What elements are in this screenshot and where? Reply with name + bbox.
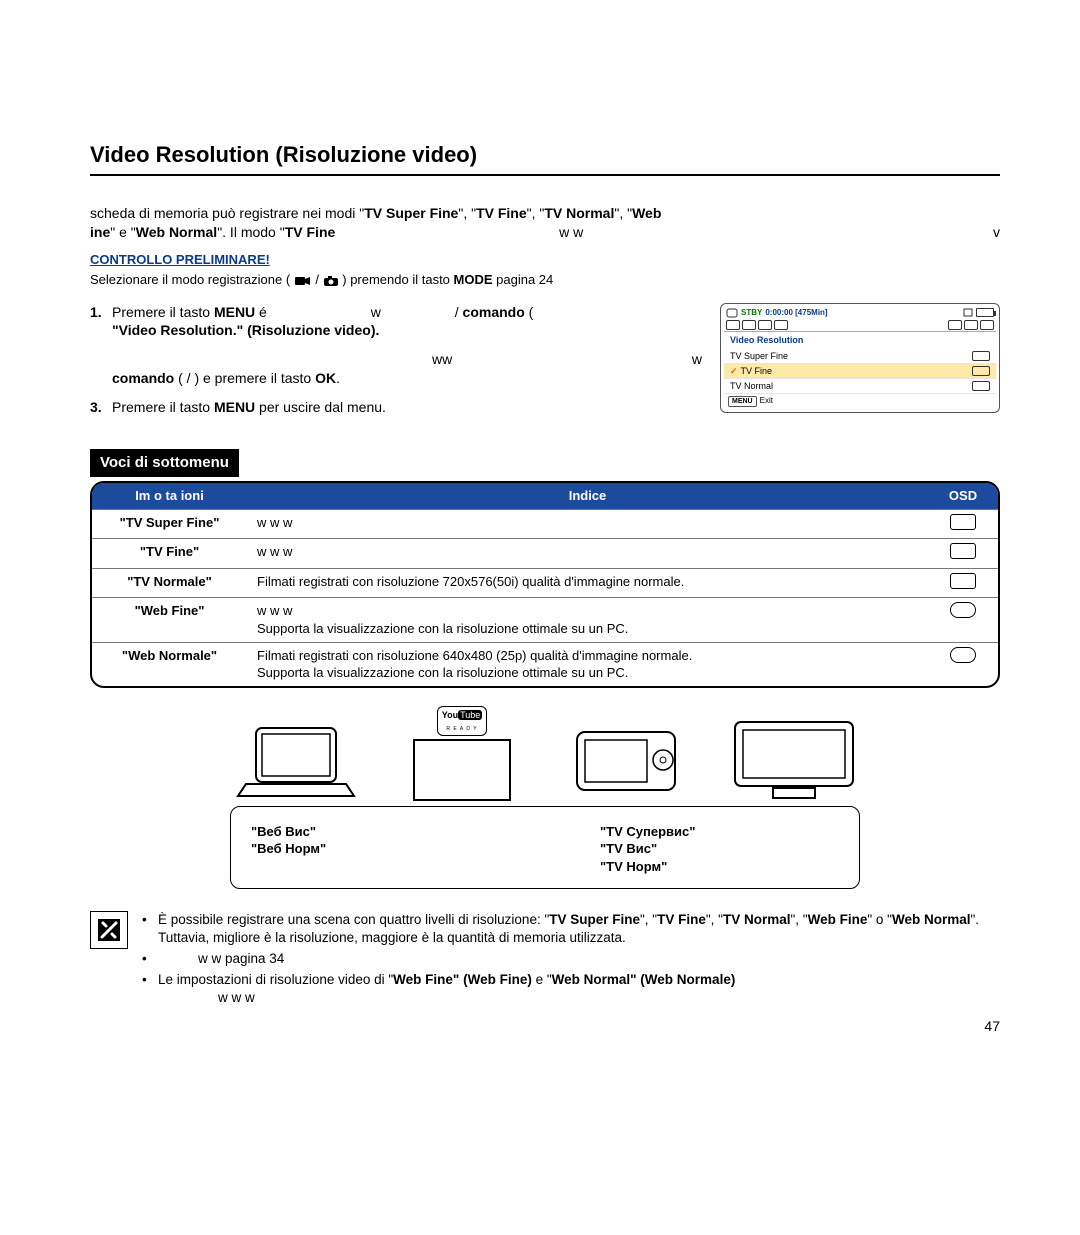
web-res-col: "Веб Вис" "Веб Норм" [251, 823, 490, 876]
page-title: Video Resolution (Risoluzione video) [90, 140, 1000, 176]
exit-label: Exit [760, 396, 773, 407]
notes-block: È possibile registrare una scena con qua… [90, 911, 1000, 1011]
mode-key: MODE [454, 272, 493, 287]
tv-res-2: "TV Вис" [600, 840, 839, 858]
mode-web-cont: ine [90, 224, 110, 240]
res-icon [972, 381, 990, 391]
note-icon [90, 911, 128, 949]
submenu-table: Im o ta ioni Indice OSD "TV Super Fine" … [92, 483, 998, 685]
table-row: "TV Fine" w w w [92, 539, 998, 569]
setting-desc: w w w [247, 509, 928, 539]
note-item: È possibile registrare una scena con qua… [142, 911, 1000, 947]
page-number: 47 [90, 1017, 1000, 1036]
submenu-table-box: Im o ta ioni Indice OSD "TV Super Fine" … [90, 481, 1000, 687]
menu-key: MENU [214, 399, 255, 415]
mode-web: Web [632, 205, 661, 221]
lcd-icon-row [724, 319, 996, 332]
intro-text: scheda di memoria può registrare nei mod… [90, 205, 364, 221]
osd-icon [950, 514, 976, 530]
step-3: 3. Premere il tasto MENU per uscire dal … [90, 398, 702, 417]
web-res-1: "Веб Вис" [251, 823, 490, 841]
menu-key: MENU [214, 304, 255, 320]
osd-icon [950, 543, 976, 559]
mode-tvn: TV Normal [544, 205, 614, 221]
mode-webnormal: Web Normal [136, 224, 217, 240]
lcd-option-tvsf: TV Super Fine [724, 349, 996, 364]
tv-res-3: "TV Норм" [600, 858, 839, 876]
mode-tvf: TV Fine [476, 205, 527, 221]
table-row: "TV Super Fine" w w w [92, 509, 998, 539]
preliminary-text: Selezionare il modo registrazione ( / ) … [90, 271, 1000, 289]
youtube-badge: YouTubeR E A D Y [437, 706, 488, 736]
osd-icon [950, 647, 976, 663]
battery-icon [976, 308, 994, 317]
setting-name: "TV Fine" [92, 539, 247, 569]
card-icon [963, 308, 973, 317]
step-number: 1. [90, 303, 112, 341]
mode-tvsf: TV Super Fine [364, 205, 458, 221]
lcd-bottom-bar: MENU Exit [724, 394, 996, 409]
mode-tvf2: TV Fine [285, 224, 336, 240]
lcd-menu-title: Video Resolution [724, 332, 996, 348]
web-res-2: "Веб Норм" [251, 840, 490, 858]
setting-desc: w w w [247, 539, 928, 569]
osd-icon [950, 573, 976, 589]
camcorder-icon [294, 275, 312, 287]
notes-list: È possibile registrare una scena con qua… [142, 911, 1000, 1011]
check-icon: ✓ [730, 366, 738, 376]
tv-device-icon [729, 716, 859, 802]
step-number: 3. [90, 398, 112, 417]
step-2: ww w comando ( / ) e premere il tasto OK… [90, 350, 702, 388]
lcd-option-tvf: ✓TV Fine [724, 364, 996, 379]
camera-icon [323, 275, 339, 287]
laptop-icon [231, 722, 361, 802]
table-row: "TV Normale" Filmati registrati con riso… [92, 568, 998, 598]
step-1: 1. Premere il tasto MENU é w / comando (… [90, 303, 702, 341]
setting-desc: Filmati registrati con risoluzione 640x4… [247, 642, 928, 686]
col-index: Indice [247, 483, 928, 509]
device-illustrations: YouTubeR E A D Y [90, 706, 1000, 802]
osd-icon [950, 602, 976, 618]
tv-res-1: "TV Супервис" [600, 823, 839, 841]
setting-name: "TV Super Fine" [92, 509, 247, 539]
res-icon [972, 366, 990, 376]
table-row: "Web Fine" w w wSupporta la visualizzazi… [92, 598, 998, 642]
tv-res-col: "TV Супервис" "TV Вис" "TV Норм" [490, 823, 839, 876]
note-item: w w pagina 34 [142, 950, 1000, 968]
step-number [90, 350, 112, 388]
submenu-label: Voci di sottomenu [90, 449, 239, 477]
comando-label: comando [463, 304, 525, 320]
comando-label: comando [112, 370, 174, 386]
lcd-option-tvn: TV Normal [724, 379, 996, 394]
setting-name: "Web Normale" [92, 642, 247, 686]
vr-sel-label: "Video Resolution." (Risoluzione video). [112, 322, 379, 338]
stby-label: STBY [741, 308, 762, 319]
ok-key: OK [315, 370, 336, 386]
intro-paragraph: scheda di memoria può registrare nei mod… [90, 204, 1000, 242]
table-row: "Web Normale" Filmati registrati con ris… [92, 642, 998, 686]
menu-btn-label: MENU [728, 396, 757, 407]
rec-time: 0:00:00 [475Min] [765, 308, 827, 319]
resolution-link-box: "Веб Вис" "Веб Норм" "TV Супервис" "TV В… [230, 806, 860, 889]
camcorder-device-icon [563, 726, 693, 802]
col-settings: Im o ta ioni [92, 483, 247, 509]
hand-icon [726, 308, 738, 318]
col-osd: OSD [928, 483, 998, 509]
setting-desc: Filmati registrati con risoluzione 720x5… [247, 568, 928, 598]
lcd-screenshot: STBY 0:00:00 [475Min] Video Resolution T… [720, 303, 1000, 414]
setting-name: "Web Fine" [92, 598, 247, 642]
note-item: Le impostazioni di risoluzione video di … [142, 971, 1000, 1007]
youtube-device: YouTubeR E A D Y [397, 706, 527, 802]
res-icon [972, 351, 990, 361]
preliminary-label: CONTROLLO PRELIMINARE! [90, 251, 1000, 269]
setting-desc: w w wSupporta la visualizzazione con la … [247, 598, 928, 642]
setting-name: "TV Normale" [92, 568, 247, 598]
